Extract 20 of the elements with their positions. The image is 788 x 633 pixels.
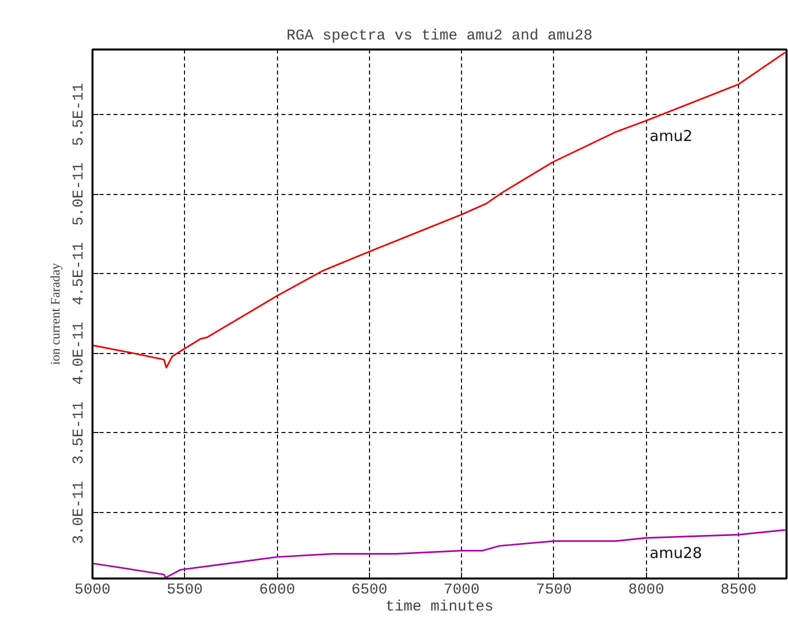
y-tick-label: 5.5E-11 (70, 82, 88, 146)
x-tick-label: 7500 (536, 582, 572, 598)
x-tick-label: 8000 (628, 582, 664, 598)
line-series (92, 52, 786, 368)
y-tick-label: 3.0E-11 (70, 480, 88, 544)
y-tick-label: 4.0E-11 (70, 322, 88, 385)
x-tick-label: 7000 (444, 582, 480, 598)
y-tick-label: 3.5E-11 (70, 401, 88, 464)
x-tick-label: 5500 (166, 582, 203, 598)
y-tick-label: 5.0E-11 (70, 162, 88, 226)
x-tick-label: 6500 (351, 582, 388, 598)
y-tick-label: 4.5E-11 (70, 242, 88, 306)
x-axis-title: time minutes (385, 598, 494, 616)
y-axis-title: ion current Faraday (48, 262, 62, 365)
x-tick-label: 8500 (720, 582, 757, 598)
x-tick-label: 6000 (259, 582, 296, 598)
chart-title: RGA spectra vs time amu2 and amu28 (286, 28, 593, 44)
series-label: amu2 (650, 126, 693, 145)
series-label: amu28 (650, 544, 702, 562)
x-tick-label: 5000 (74, 582, 111, 598)
